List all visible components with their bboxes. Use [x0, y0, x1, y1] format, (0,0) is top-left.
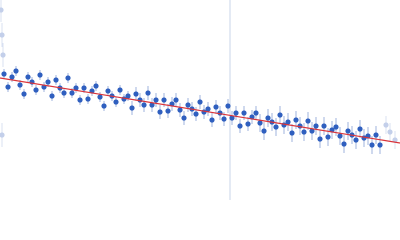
data-point [285, 119, 291, 125]
data-point [325, 134, 331, 140]
data-point [49, 93, 55, 99]
data-point [373, 132, 379, 138]
data-point [392, 137, 398, 143]
data-point [125, 93, 131, 99]
data-point [345, 128, 351, 134]
data-point [353, 137, 359, 143]
data-point [25, 74, 31, 80]
data-point [225, 103, 231, 109]
data-point [77, 97, 83, 103]
data-point [37, 72, 43, 78]
data-point [213, 104, 219, 110]
data-point [9, 74, 15, 80]
data-point [237, 123, 243, 129]
data-point [357, 126, 363, 132]
data-point [241, 110, 247, 116]
data-point [177, 107, 183, 113]
data-point [333, 124, 339, 130]
data-point [0, 52, 6, 58]
data-point [173, 97, 179, 103]
data-point [93, 83, 99, 89]
data-point [161, 97, 167, 103]
data-point [293, 117, 299, 123]
data-point [145, 90, 151, 96]
data-point [193, 111, 199, 117]
data-point [261, 128, 267, 134]
data-point [273, 124, 279, 130]
data-point [129, 105, 135, 111]
data-point [81, 85, 87, 91]
data-point [165, 108, 171, 114]
data-point [101, 103, 107, 109]
data-point [245, 121, 251, 127]
data-point [265, 115, 271, 121]
data-point [45, 79, 51, 85]
data-point [313, 123, 319, 129]
data-point [383, 122, 389, 128]
data-point [301, 129, 307, 135]
data-point [229, 115, 235, 121]
fit-line [0, 77, 400, 144]
data-point [221, 116, 227, 122]
data-point [369, 142, 375, 148]
data-point [153, 97, 159, 103]
data-point [185, 102, 191, 108]
data-point [341, 141, 347, 147]
data-point [309, 128, 315, 134]
data-point [277, 112, 283, 118]
data-point [53, 77, 59, 83]
data-point [181, 115, 187, 121]
data-point [253, 110, 259, 116]
data-point [321, 123, 327, 129]
data-point [141, 102, 147, 108]
data-point [377, 142, 383, 148]
data-point [209, 117, 215, 123]
data-point [305, 118, 311, 124]
data-point [0, 32, 5, 38]
data-point [65, 75, 71, 81]
chart [0, 0, 400, 200]
data-point [69, 90, 75, 96]
data-point [289, 130, 295, 136]
data-point [133, 91, 139, 97]
data-point [5, 84, 11, 90]
data-point [117, 87, 123, 93]
data-point [13, 68, 19, 74]
data-point [1, 71, 7, 77]
data-point [233, 110, 239, 116]
data-point [337, 133, 343, 139]
data-point [105, 88, 111, 94]
data-point [157, 109, 163, 115]
data-point [149, 102, 155, 108]
data-point [97, 94, 103, 100]
data-point [0, 132, 5, 138]
data-point [257, 120, 263, 126]
data-point [387, 129, 393, 135]
data-point [205, 106, 211, 112]
data-point [21, 91, 27, 97]
data-point [85, 96, 91, 102]
data-point [197, 99, 203, 105]
data-point [17, 82, 23, 88]
data-point [317, 136, 323, 142]
data-point [0, 7, 4, 13]
data-point [33, 87, 39, 93]
data-point [113, 99, 119, 105]
data-point [61, 90, 67, 96]
data-point [73, 85, 79, 91]
